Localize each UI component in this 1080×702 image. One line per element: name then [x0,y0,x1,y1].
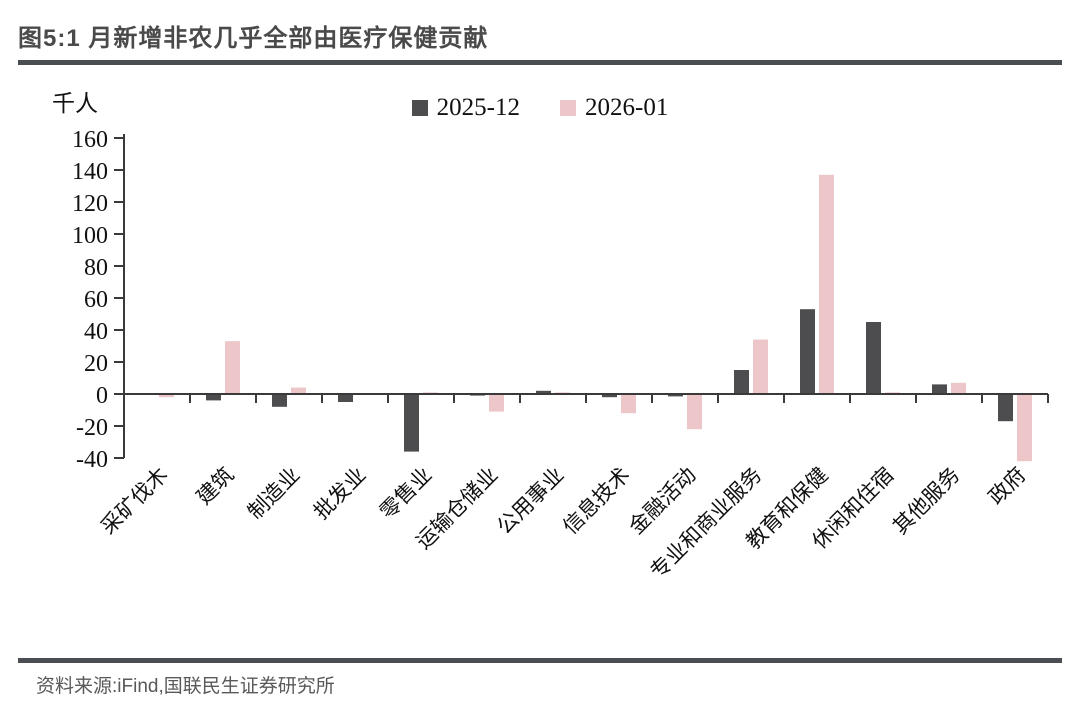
y-axis-unit-label: 千人 [52,91,98,116]
bar-2025-12-6 [536,390,551,394]
bar-2026-01-12 [951,382,966,394]
bar-2025-12-9 [734,370,749,394]
chart-legend: 2025-12 2026-01 [0,94,1080,122]
y-tick-label: 160 [72,127,108,153]
figure-title: 图5:1 月新增非农几乎全部由医疗保健贡献 [18,18,1062,65]
y-tick-label: 40 [84,319,108,345]
bar-2025-12-12 [932,384,947,394]
category-label-13: 政府 [984,463,1031,510]
bar-2025-12-8 [668,394,683,397]
category-label-2: 制造业 [243,463,305,525]
legend-item-2025-12: 2025-12 [411,94,520,122]
bar-2025-12-2 [272,394,287,407]
category-label-12: 其他服务 [888,463,964,539]
bar-2026-01-1 [225,341,240,394]
bar-2025-12-7 [602,394,617,398]
category-label-0: 采矿伐木 [96,463,172,539]
bar-2025-12-3 [338,394,353,402]
y-tick-label: 0 [96,383,108,409]
legend-swatch-pink [560,100,576,116]
category-label-1: 建筑 [192,463,239,510]
bar-2026-01-8 [687,394,702,430]
y-tick-label: 140 [72,159,108,185]
bar-2025-12-4 [404,394,419,452]
bar-2026-01-9 [753,339,768,394]
legend-label-2025-12: 2025-12 [436,94,520,121]
bar-2025-12-13 [998,394,1013,422]
source-text: 资料来源:iFind,国联民生证券研究所 [36,676,335,697]
y-tick-label: -40 [76,447,108,473]
bar-2026-01-0 [159,394,174,398]
bar-2026-01-10 [819,174,834,394]
legend-swatch-dark [411,100,428,116]
legend-label-2026-01: 2026-01 [585,94,669,121]
category-label-7: 信息技术 [558,463,634,539]
bar-2026-01-13 [1017,394,1032,462]
y-tick-label: 20 [84,351,108,377]
footer-divider [18,658,1062,663]
bar-2025-12-10 [800,309,815,394]
category-label-6: 公用事业 [492,463,568,539]
legend-item-2026-01: 2026-01 [560,94,668,122]
bar-2025-12-11 [866,322,881,394]
bar-2026-01-7 [621,394,636,414]
y-tick-label: 60 [84,287,108,313]
y-tick-label: 100 [72,223,108,249]
y-tick-label: 80 [84,255,108,281]
y-tick-label: -20 [76,415,108,441]
bar-2026-01-2 [291,387,306,394]
category-label-9: 专业和商业服务 [646,463,767,584]
category-label-3: 批发业 [309,463,371,525]
category-label-4: 零售业 [375,463,437,525]
bar-2026-01-5 [489,394,504,412]
bar-2025-12-1 [206,394,221,401]
y-tick-label: 120 [72,191,108,217]
